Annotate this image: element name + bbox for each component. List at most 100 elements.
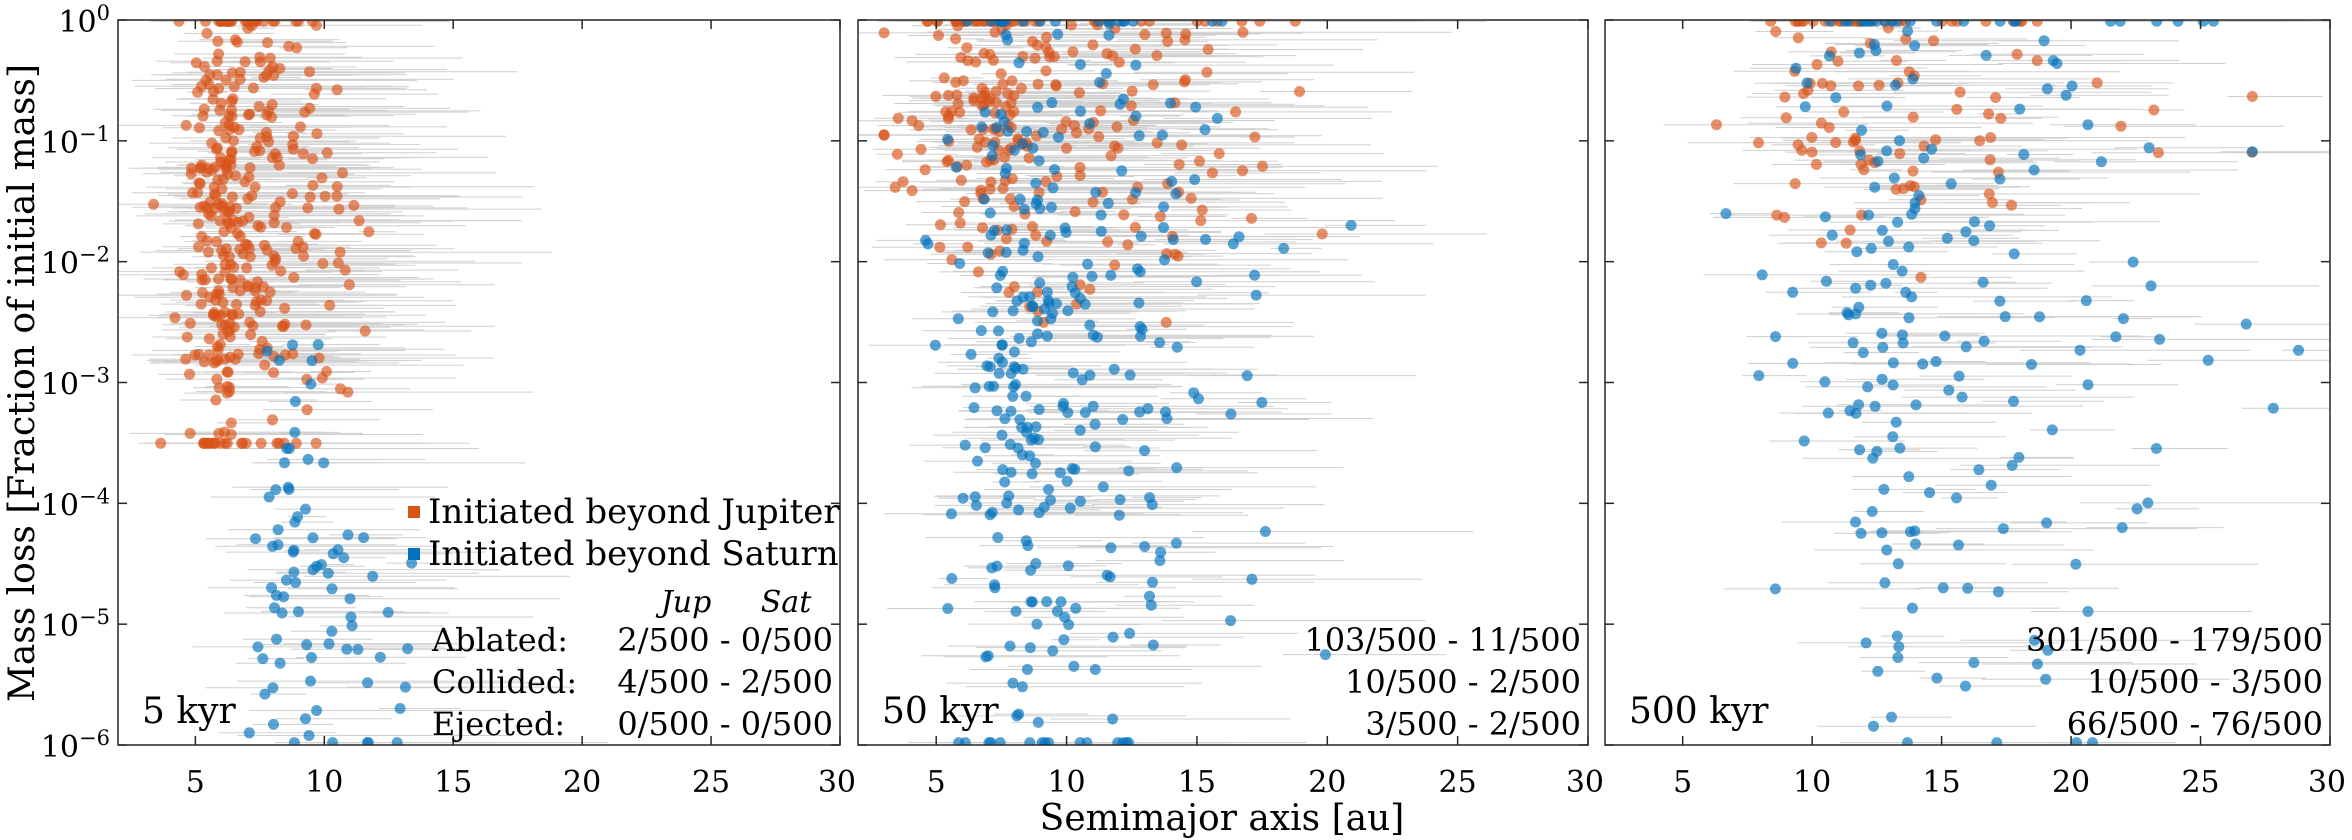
data-point-saturn	[1120, 737, 1132, 745]
data-point-jupiter	[961, 42, 973, 54]
data-point-saturn	[1039, 303, 1051, 315]
data-point-saturn	[1945, 178, 1957, 190]
data-point-jupiter	[1832, 55, 1844, 67]
data-point-jupiter	[213, 382, 225, 394]
data-point-jupiter	[1951, 103, 1963, 115]
data-point-saturn	[2080, 295, 2092, 307]
data-point-jupiter	[253, 348, 265, 359]
data-point-saturn	[970, 499, 982, 511]
data-point-jupiter	[268, 69, 280, 81]
data-point-saturn	[273, 354, 285, 366]
data-point-saturn	[942, 603, 954, 614]
data-point-jupiter	[959, 196, 971, 208]
data-point-saturn	[1865, 279, 1877, 291]
data-point-jupiter	[245, 329, 257, 341]
data-point-jupiter	[202, 246, 214, 258]
data-point-jupiter	[889, 181, 901, 193]
data-point-jupiter	[1890, 183, 1902, 195]
data-point-jupiter	[173, 20, 185, 27]
data-point-jupiter	[1029, 52, 1041, 64]
panel-label: 500 kyr	[1629, 691, 1769, 732]
data-point-saturn	[1241, 370, 1253, 382]
data-point-saturn	[1170, 537, 1182, 549]
data-point-saturn	[1082, 258, 1094, 270]
y-tick-label: 10−2	[41, 243, 110, 282]
data-point-jupiter	[311, 128, 323, 140]
data-point-saturn	[1060, 227, 1072, 238]
data-point-saturn	[1032, 194, 1043, 206]
data-point-saturn	[1154, 337, 1166, 349]
data-point-jupiter	[1974, 135, 1986, 147]
data-point-jupiter	[1294, 86, 1305, 97]
x-tick-label: 30	[2308, 765, 2346, 800]
data-point-jupiter	[1111, 121, 1123, 133]
data-point-saturn	[1909, 203, 1921, 214]
data-point-jupiter	[211, 69, 223, 81]
data-point-saturn	[978, 193, 990, 205]
data-point-saturn	[257, 653, 269, 665]
data-point-saturn	[305, 675, 316, 687]
data-point-saturn	[1049, 164, 1060, 175]
data-point-jupiter	[224, 351, 236, 363]
data-point-jupiter	[214, 104, 226, 116]
data-point-saturn	[1068, 660, 1080, 672]
data-point-jupiter	[247, 82, 259, 94]
data-point-jupiter	[184, 368, 195, 380]
data-point-saturn	[1978, 335, 1990, 347]
data-point-saturn	[991, 122, 1003, 133]
data-point-saturn	[338, 552, 350, 564]
data-point-jupiter	[1151, 137, 1163, 149]
data-point-saturn	[2114, 20, 2126, 27]
data-point-saturn	[1076, 374, 1088, 386]
data-point-jupiter	[226, 273, 238, 285]
data-point-saturn	[1170, 188, 1182, 200]
data-point-saturn	[1904, 20, 1916, 27]
data-point-saturn	[1819, 376, 1831, 388]
data-point-saturn	[1865, 242, 1877, 254]
data-point-jupiter	[878, 27, 890, 39]
data-point-saturn	[2154, 333, 2166, 345]
data-point-saturn	[358, 532, 370, 544]
panel-2: 5 10 15 20 25 30 50 kyr 103/500 - 11/500 10/500 …	[857, 19, 1604, 800]
data-point-saturn	[1876, 373, 1888, 385]
data-point-saturn	[1200, 233, 1211, 245]
data-point-jupiter	[286, 188, 298, 200]
data-point-saturn	[1847, 337, 1859, 349]
data-point-jupiter	[1147, 79, 1159, 91]
x-tick-label: 20	[563, 765, 601, 800]
data-point-saturn	[1026, 300, 1038, 312]
data-point-saturn	[999, 476, 1011, 488]
data-point-saturn	[307, 564, 319, 576]
stat-row-1: 301/500 - 179/500	[2026, 621, 2323, 659]
data-point-saturn	[1102, 197, 1114, 209]
data-point-jupiter	[267, 414, 278, 426]
data-point-jupiter	[1139, 29, 1151, 40]
x-tick-label: 30	[818, 765, 856, 800]
data-point-jupiter	[184, 317, 196, 329]
data-point-jupiter	[975, 184, 987, 196]
data-point-saturn	[1969, 216, 1980, 228]
data-point-saturn	[1045, 201, 1057, 213]
data-point-saturn	[2202, 354, 2214, 366]
data-point-saturn	[1003, 490, 1015, 502]
data-point-saturn	[961, 20, 973, 27]
data-point-saturn	[1032, 251, 1044, 263]
legend-marker	[408, 548, 420, 560]
data-point-jupiter	[195, 162, 207, 174]
data-point-saturn	[1994, 295, 2006, 307]
data-point-saturn	[984, 207, 996, 219]
data-point-jupiter	[1074, 161, 1086, 173]
data-point-jupiter	[997, 183, 1009, 194]
data-point-saturn	[326, 583, 338, 595]
data-point-saturn	[1876, 224, 1888, 236]
data-point-saturn	[2041, 517, 2053, 529]
data-point-saturn	[1191, 276, 1203, 288]
data-point-saturn	[1074, 292, 1086, 304]
data-point-saturn	[1025, 596, 1037, 608]
data-point-saturn	[272, 524, 284, 536]
data-point-saturn	[1851, 246, 1863, 258]
data-point-jupiter	[333, 203, 345, 215]
data-point-saturn	[1862, 381, 1874, 393]
data-point-saturn	[1066, 463, 1078, 475]
scatter-points	[1711, 20, 2304, 745]
